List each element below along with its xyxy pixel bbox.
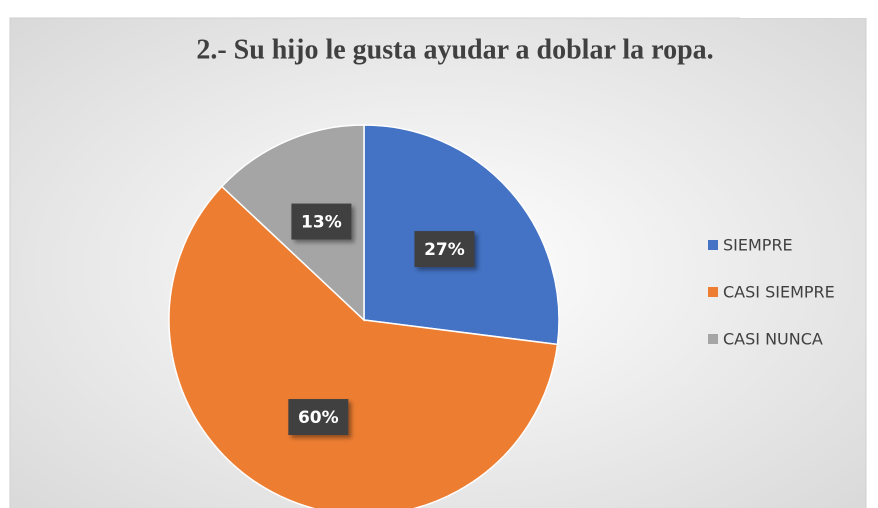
data-label: 27%	[424, 240, 465, 260]
blank	[740, 0, 878, 18]
legend: SIEMPRE CASI SIEMPRE CASI NUNCA	[708, 236, 835, 349]
data-label-box	[288, 399, 349, 436]
data-labels: 27% 60% 13%	[288, 203, 475, 436]
pie	[168, 124, 560, 508]
legend-swatch	[708, 334, 718, 344]
legend-label: CASI NUNCA	[723, 330, 823, 349]
data-label-box	[291, 203, 352, 240]
legend-label: CASI SIEMPRE	[723, 283, 835, 302]
data-label-box	[414, 231, 475, 268]
legend-swatch	[708, 287, 718, 297]
pie-slice	[168, 185, 559, 508]
data-label: 13%	[301, 213, 342, 233]
data-label: 60%	[298, 408, 339, 428]
legend-swatch	[708, 240, 718, 250]
legend-label: SIEMPRE	[723, 236, 793, 255]
chart-title: 2.- Su hijo le gusta ayudar a doblar la …	[196, 34, 713, 65]
